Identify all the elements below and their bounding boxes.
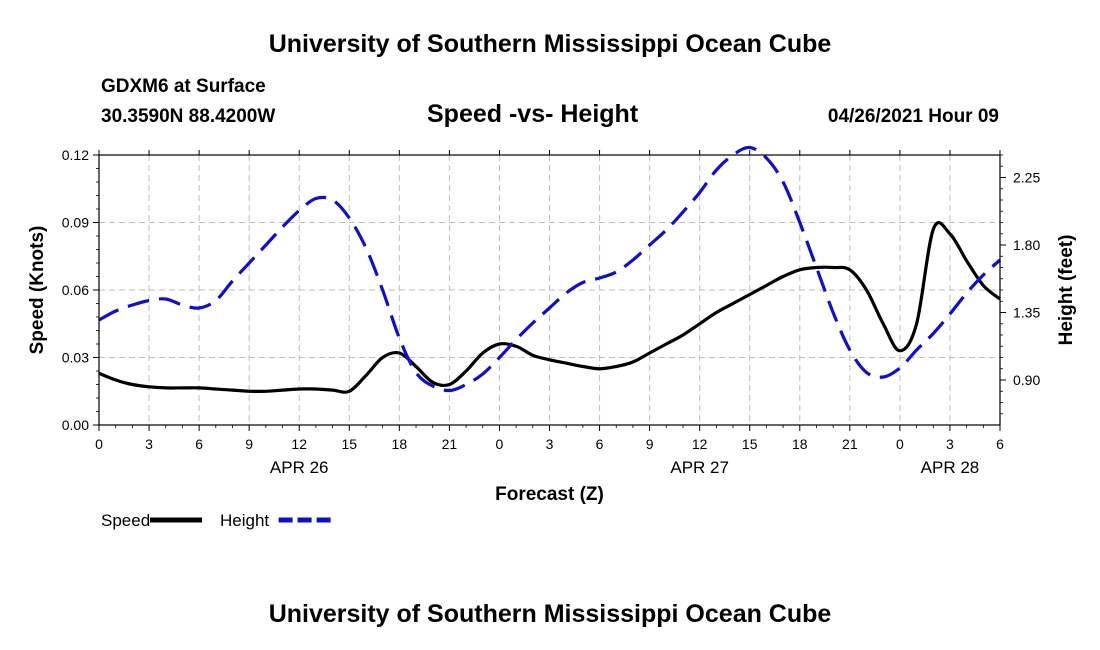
x-tick-label: 3 xyxy=(145,436,153,452)
x-tick-label: 6 xyxy=(996,436,1004,452)
y-axis-label-right: Height (feet) xyxy=(1056,235,1077,346)
station-label: GDXM6 at Surface xyxy=(101,76,266,97)
x-axis-label: Forecast (Z) xyxy=(495,484,604,505)
legend-label-speed: Speed xyxy=(101,511,150,530)
x-tick-label: 21 xyxy=(442,436,458,452)
page-title-top: University of Southern Mississippi Ocean… xyxy=(268,30,832,58)
page-title-bottom: University of Southern Mississippi Ocean… xyxy=(268,600,832,628)
x-tick-label: 18 xyxy=(392,436,408,452)
x-tick-label: 0 xyxy=(496,436,504,452)
x-tick-label: 21 xyxy=(842,436,858,452)
coordinates-label: 30.3590N 88.4200W xyxy=(101,106,276,127)
date-label: APR 28 xyxy=(921,458,980,477)
legend-label-height: Height xyxy=(220,511,269,530)
grid-lines xyxy=(99,155,1000,425)
date-label: APR 26 xyxy=(270,458,329,477)
x-tick-label: 9 xyxy=(646,436,654,452)
x-tick-label: 9 xyxy=(245,436,253,452)
y-tick-label-right: 2.25 xyxy=(1013,170,1040,186)
x-tick-label: 0 xyxy=(95,436,103,452)
x-tick-label: 12 xyxy=(692,436,708,452)
chart-title: Speed -vs- Height xyxy=(427,100,639,128)
x-tick-label: 12 xyxy=(291,436,307,452)
x-tick-label: 3 xyxy=(546,436,554,452)
axis-ticks xyxy=(93,150,1006,431)
datetime-label: 04/26/2021 Hour 09 xyxy=(827,106,999,127)
y-axis-label-left: Speed (Knots) xyxy=(27,226,48,355)
x-tick-label: 3 xyxy=(946,436,954,452)
x-tick-label: 0 xyxy=(896,436,904,452)
y-tick-label-left: 0.06 xyxy=(62,282,89,298)
x-tick-label: 18 xyxy=(792,436,808,452)
y-tick-label-left: 0.00 xyxy=(62,417,89,433)
x-tick-label: 6 xyxy=(596,436,604,452)
y-tick-label-left: 0.12 xyxy=(62,147,89,163)
y-tick-label-right: 1.35 xyxy=(1013,305,1040,321)
x-tick-label: 6 xyxy=(195,436,203,452)
series-line-speed xyxy=(98,221,1001,394)
axis-labels: 0 3 6 9 12 15 18 21 0 3 6 9 12 15 18 21 0 3 6 APR 26 APR 27 A… xyxy=(62,147,1041,477)
y-tick-label-left: 0.03 xyxy=(62,350,89,366)
y-tick-label-left: 0.09 xyxy=(62,215,89,231)
x-tick-label: 15 xyxy=(742,436,758,452)
series-line-height xyxy=(98,145,1002,393)
y-tick-label-right: 0.90 xyxy=(1013,372,1040,388)
date-label: APR 27 xyxy=(670,458,729,477)
y-tick-label-right: 1.80 xyxy=(1013,237,1040,253)
x-tick-label: 15 xyxy=(341,436,357,452)
series-lines xyxy=(98,145,1002,394)
legend: Speed Height xyxy=(101,511,331,530)
